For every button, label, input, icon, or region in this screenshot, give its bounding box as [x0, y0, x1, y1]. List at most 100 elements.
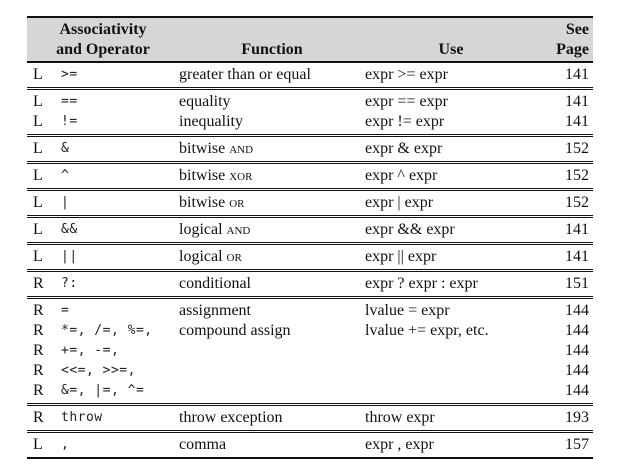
assoc-cell: L [33, 167, 43, 184]
assoc-cell: R [33, 322, 44, 339]
use-cell [365, 341, 517, 361]
table-row: R = assignment lvalue = expr 144 [27, 298, 593, 322]
operator-group: L, comma expr , expr 157 [27, 431, 593, 459]
function-cell: logical and [179, 221, 251, 238]
operator-cell: &=, |=, ^= [61, 383, 145, 398]
operator-cell: = [61, 303, 70, 318]
page-cell: 193 [565, 409, 589, 426]
page-cell: 141 [565, 66, 589, 83]
operator-cell: *=, /=, %=, [61, 323, 153, 338]
small-caps-word: or [229, 194, 245, 211]
table-row: L && logical and expr && expr 141 [27, 217, 593, 244]
use-cell: expr == expr [365, 93, 448, 110]
operator-cell: | [61, 195, 70, 210]
header-see-page: See Page [517, 16, 593, 62]
function-cell: inequality [179, 113, 243, 130]
table-row: L != inequality expr != expr 141 [27, 112, 593, 136]
page-cell: 141 [565, 113, 589, 130]
operator-group: R?: conditional expr ? expr : expr 151 [27, 270, 593, 298]
use-cell: expr & expr [365, 140, 443, 157]
table-row: R &=, |=, ^= 144 [27, 381, 593, 405]
operator-group: L == equality expr == expr 141 L != inequality e… [27, 88, 593, 136]
header-page-line1: See [565, 21, 589, 38]
function-cell [179, 341, 365, 361]
operator-cell: || [61, 249, 78, 264]
header-row: Associativity and Operator Function Use … [27, 16, 593, 62]
operator-cell: & [61, 141, 70, 156]
operator-group: L || logical or expr || expr 141 [27, 243, 593, 271]
assoc-cell: L [33, 248, 43, 265]
page-cell: 141 [565, 221, 589, 238]
assoc-cell: R [33, 342, 44, 359]
page-cell: 152 [565, 167, 589, 184]
function-cell: logical or [179, 248, 242, 265]
operator-cell: +=, -=, [61, 343, 120, 358]
function-cell: equality [179, 93, 231, 110]
function-cell: conditional [179, 275, 251, 292]
use-cell: expr , expr [365, 436, 434, 453]
header-associativity-operator: Associativity and Operator [27, 16, 179, 62]
function-cell: compound assign [179, 322, 291, 339]
table-row: R?: conditional expr ? expr : expr 151 [27, 271, 593, 298]
page-cell: 157 [565, 436, 589, 453]
assoc-cell: R [33, 409, 44, 426]
assoc-cell: R [33, 382, 44, 399]
header-assoc-line1: Associativity [59, 21, 147, 38]
header-page-line2: Page [556, 41, 589, 58]
operator-cell: ^ [61, 168, 70, 183]
small-caps-word: xor [229, 167, 253, 184]
table-row: L & bitwise and expr & expr 152 [27, 136, 593, 163]
table-row: R *=, /=, %=, compound assign lvalue += exp… [27, 321, 593, 341]
assoc-cell: L [33, 140, 43, 157]
use-cell: expr && expr [365, 221, 455, 238]
table-row: L ^ bitwise xor expr ^ expr 152 [27, 163, 593, 190]
page-cell: 144 [565, 322, 589, 339]
use-cell: expr != expr [365, 113, 445, 130]
use-cell [365, 361, 517, 381]
operator-cell: ?: [61, 276, 78, 291]
page-cell: 144 [565, 382, 589, 399]
use-cell: expr ^ expr [365, 167, 438, 184]
operator-cell: >= [61, 67, 78, 82]
small-caps-word: and [226, 221, 251, 238]
operator-group: L && logical and expr && expr 141 [27, 216, 593, 244]
small-caps-word: and [229, 140, 254, 157]
page-cell: 151 [565, 275, 589, 292]
assoc-cell: R [33, 275, 44, 292]
assoc-cell: L [33, 194, 43, 211]
table-row: L | bitwise or expr | expr 152 [27, 190, 593, 217]
function-cell: throw exception [179, 409, 283, 426]
use-cell: lvalue += expr, etc. [365, 322, 489, 339]
header-function: Function [179, 16, 365, 62]
use-cell: expr | expr [365, 194, 434, 211]
operator-group: L | bitwise or expr | expr 152 [27, 189, 593, 217]
use-cell: throw expr [365, 409, 435, 426]
use-cell: lvalue = expr [365, 302, 450, 319]
small-caps-word: or [226, 248, 242, 265]
page-cell: 152 [565, 140, 589, 157]
operator-cell: != [61, 114, 78, 129]
page-cell: 141 [565, 248, 589, 265]
use-cell: expr ? expr : expr [365, 275, 478, 292]
operator-group: L >= greater than or equal expr >= expr 141 [27, 62, 593, 89]
assoc-cell: R [33, 302, 44, 319]
page-cell: 144 [565, 302, 589, 319]
operator-cell: <<=, >>=, [61, 363, 136, 378]
function-cell: comma [179, 436, 227, 453]
function-cell [179, 361, 365, 381]
assoc-cell: L [33, 93, 43, 110]
assoc-cell: L [33, 436, 43, 453]
operator-cell: throw [61, 410, 103, 425]
page-cell: 144 [565, 362, 589, 379]
function-cell: greater than or equal [179, 66, 311, 83]
table-row: L, comma expr , expr 157 [27, 432, 593, 459]
page-cell: 144 [565, 342, 589, 359]
page-cell: 141 [565, 93, 589, 110]
table-row: R <<=, >>=, 144 [27, 361, 593, 381]
table-row: L == equality expr == expr 141 [27, 89, 593, 113]
operator-group: R = assignment lvalue = expr 144 R *=, /=, %=,… [27, 297, 593, 405]
operator-cell: && [61, 222, 78, 237]
function-cell: bitwise and [179, 140, 254, 157]
assoc-cell: R [33, 362, 44, 379]
